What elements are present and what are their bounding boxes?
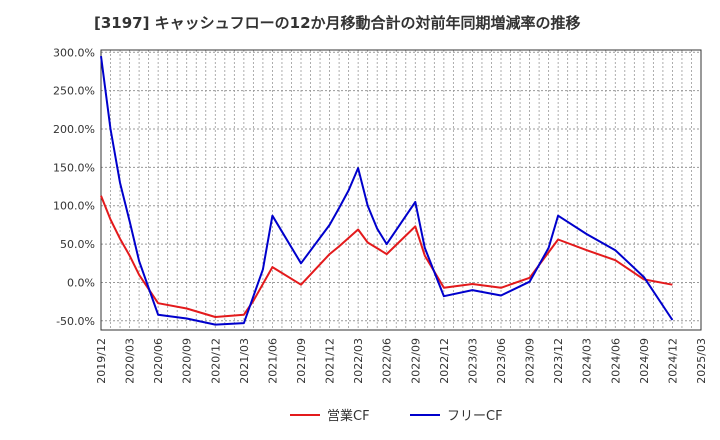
y-tick-label: 300.0% — [53, 46, 95, 59]
series-layer — [100, 55, 674, 326]
x-tick-label: 2022/03 — [352, 338, 365, 384]
y-tick-label: 200.0% — [53, 123, 95, 136]
x-tick-label: 2023/09 — [524, 338, 537, 384]
x-tick-label: 2022/09 — [409, 338, 422, 384]
legend-layer: 営業CF フリーCF — [290, 408, 503, 424]
x-tick-label: 2023/03 — [466, 338, 479, 384]
x-tick-label: 2020/03 — [124, 338, 137, 384]
x-tick-label: 2021/06 — [266, 338, 279, 384]
legend-label-0: 営業CF — [327, 408, 370, 424]
x-tick-label: 2022/12 — [438, 338, 451, 384]
y-tick-label: 100.0% — [53, 200, 95, 213]
axis-layer: 300.0% 250.0% 200.0% 150.0% 100.0% 50.0% 0.0% -… — [53, 46, 708, 383]
y-tick-label: 0.0% — [67, 276, 95, 289]
x-tick-label: 2024/06 — [609, 338, 622, 384]
x-tick-label: 2024/12 — [666, 338, 679, 384]
y-tick-label: 150.0% — [53, 161, 95, 174]
x-tick-label: 2021/03 — [238, 338, 251, 384]
x-tick-label: 2020/12 — [209, 338, 222, 384]
chart-title: [3197] キャッシュフローの12か月移動合計の対前年同期増減率の推移 — [94, 14, 581, 32]
legend-label-1: フリーCF — [447, 409, 503, 424]
x-tick-label: 2021/12 — [324, 338, 337, 384]
x-tick-label: 2023/12 — [552, 338, 565, 384]
y-tick-label: 250.0% — [53, 85, 95, 98]
x-tick-label: 2020/09 — [181, 338, 194, 384]
x-tick-label: 2023/06 — [495, 338, 508, 384]
x-tick-label: 2024/03 — [581, 338, 594, 384]
x-tick-label: 2025/03 — [695, 338, 708, 384]
plot-frame — [100, 49, 702, 331]
x-tick-label: 2020/06 — [152, 338, 165, 384]
grid-layer — [100, 50, 702, 330]
y-tick-label: -50.0% — [56, 315, 95, 328]
x-tick-label: 2021/09 — [295, 338, 308, 384]
x-tick-label: 2024/09 — [638, 338, 651, 384]
x-tick-label: 2019/12 — [95, 338, 108, 384]
x-tick-label: 2022/06 — [381, 338, 394, 384]
y-tick-label: 50.0% — [60, 238, 95, 251]
series-line-1 — [100, 55, 674, 326]
